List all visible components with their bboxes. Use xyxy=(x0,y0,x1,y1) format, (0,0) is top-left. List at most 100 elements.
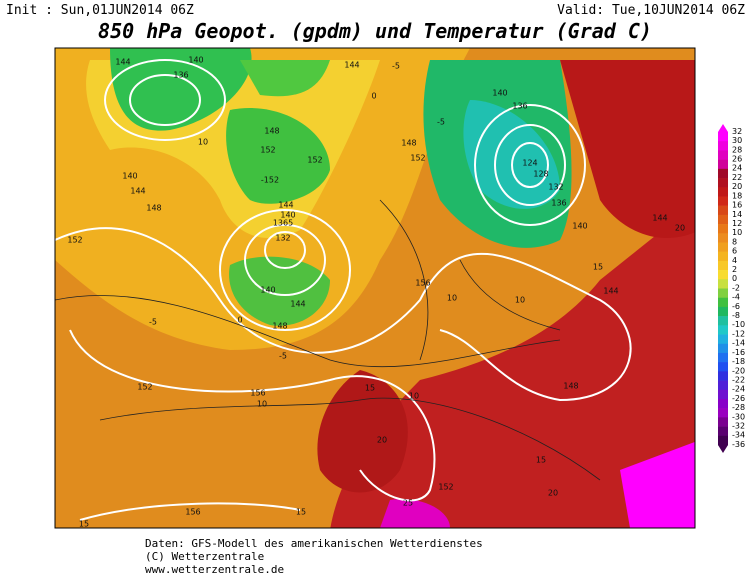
contour-label: 144 xyxy=(278,201,293,210)
contour-label: 10 xyxy=(198,138,208,147)
colorbar-swatch xyxy=(718,389,728,400)
colorbar-label: -36 xyxy=(732,440,745,449)
contour-label: 152 xyxy=(67,236,82,245)
contour-label: 140 xyxy=(188,56,203,65)
colorbar-swatch xyxy=(718,417,728,427)
colorbar-label: -26 xyxy=(732,394,745,403)
colorbar-swatch xyxy=(718,214,728,225)
contour-label: 144 xyxy=(652,214,667,223)
contour-label: 1365 xyxy=(273,219,293,228)
contour-label: 148 xyxy=(264,127,279,136)
colorbar-arrow-top xyxy=(718,124,728,132)
colorbar-swatch xyxy=(718,362,728,372)
colorbar-swatch xyxy=(718,408,728,418)
contour-label: 156 xyxy=(415,279,430,288)
colorbar-swatch xyxy=(718,435,728,446)
contour-label: 10 xyxy=(257,400,267,409)
colorbar-label: -4 xyxy=(732,293,740,302)
init-time: Init : Sun,01JUN2014 06Z xyxy=(6,3,194,18)
colorbar-swatch xyxy=(718,297,728,308)
colorbar-label: -6 xyxy=(732,302,740,311)
colorbar-swatch xyxy=(718,334,728,345)
contour-label: 148 xyxy=(563,382,578,391)
contour-label: 124 xyxy=(522,159,537,168)
contour-label: -5 xyxy=(149,318,157,327)
contour-label: 152 xyxy=(307,156,322,165)
colorbar-label: -22 xyxy=(732,375,745,384)
contour-label: 0 xyxy=(237,316,242,325)
colorbar-label: 10 xyxy=(732,228,742,237)
contour-label: 148 xyxy=(272,322,287,331)
map-frame xyxy=(54,47,696,529)
colorbar-label: 26 xyxy=(732,155,742,164)
contour-label: 140 xyxy=(492,89,507,98)
contour-label: 148 xyxy=(146,204,161,213)
contour-label: 132 xyxy=(275,234,290,243)
colorbar-label: 18 xyxy=(732,191,742,200)
colorbar-swatch xyxy=(718,371,728,381)
colorbar-swatch xyxy=(718,141,728,151)
colorbar-swatch xyxy=(718,196,728,206)
contour-label: 15 xyxy=(365,384,375,393)
contour-label: 144 xyxy=(290,300,305,309)
colorbar-swatch xyxy=(718,352,728,363)
colorbar-swatch xyxy=(718,178,728,188)
colorbar-label: 2 xyxy=(732,265,737,274)
map-title: 850 hPa Geopot. (gpdm) und Temperatur (G… xyxy=(98,19,652,43)
colorbar-label: -10 xyxy=(732,320,745,329)
colorbar-label: 8 xyxy=(732,237,737,246)
footer-url: www.wetterzentrale.de xyxy=(145,563,284,576)
contour-label: 15 xyxy=(296,508,306,517)
colorbar-swatch xyxy=(718,150,728,160)
contour-label: 144 xyxy=(130,187,145,196)
contour-label: 15 xyxy=(593,263,603,272)
contour-label: 128 xyxy=(533,170,548,179)
contour-label: 15 xyxy=(79,520,89,529)
colorbar-label: 14 xyxy=(732,210,742,219)
colorbar-label: 30 xyxy=(732,136,742,145)
colorbar-label: -16 xyxy=(732,348,745,357)
contour-label: 140 xyxy=(280,211,295,220)
colorbar-label: 6 xyxy=(732,247,737,256)
contour-label: 0 xyxy=(371,92,376,101)
contour-label: 152 xyxy=(260,146,275,155)
colorbar-label: -8 xyxy=(732,311,740,320)
colorbar-swatch xyxy=(718,251,728,262)
contour-label: 20 xyxy=(377,436,387,445)
contour-label: 148 xyxy=(401,139,416,148)
colorbar-swatch xyxy=(718,159,728,170)
colorbar-label: -30 xyxy=(732,412,745,421)
contour-label: 144 xyxy=(603,287,618,296)
colorbar-label: 12 xyxy=(732,219,742,228)
contour-label: -5 xyxy=(279,352,287,361)
colorbar-swatch xyxy=(718,426,728,437)
colorbar-label: 22 xyxy=(732,173,742,182)
contour-label: 15 xyxy=(536,456,546,465)
valid-time: Valid: Tue,10JUN2014 06Z xyxy=(557,3,745,18)
colorbar-label: -32 xyxy=(732,421,745,430)
colorbar-swatch xyxy=(718,343,728,354)
contour-label: 140 xyxy=(572,222,587,231)
colorbar-label: -12 xyxy=(732,329,745,338)
colorbar-swatch xyxy=(718,270,728,280)
colorbar-label: 32 xyxy=(732,127,742,136)
colorbar-label: -20 xyxy=(732,366,745,375)
colorbar-label: -2 xyxy=(732,283,740,292)
colorbar-swatch xyxy=(718,260,728,271)
contour-label: 152 xyxy=(137,383,152,392)
colorbar-swatch xyxy=(718,380,728,391)
contour-label: 144 xyxy=(115,58,130,67)
colorbar-swatch xyxy=(718,168,728,179)
contour-label: 20 xyxy=(548,489,558,498)
contour-label: 10 xyxy=(447,294,457,303)
contour-label: 10 xyxy=(515,296,525,305)
contour-label: -5 xyxy=(437,118,445,127)
colorbar-swatch xyxy=(718,242,728,252)
contour-label: 20 xyxy=(675,224,685,233)
colorbar-swatch xyxy=(718,306,728,317)
contour-label: -5 xyxy=(392,62,400,71)
colorbar-label: 24 xyxy=(732,164,742,173)
colorbar-swatch xyxy=(718,132,728,142)
